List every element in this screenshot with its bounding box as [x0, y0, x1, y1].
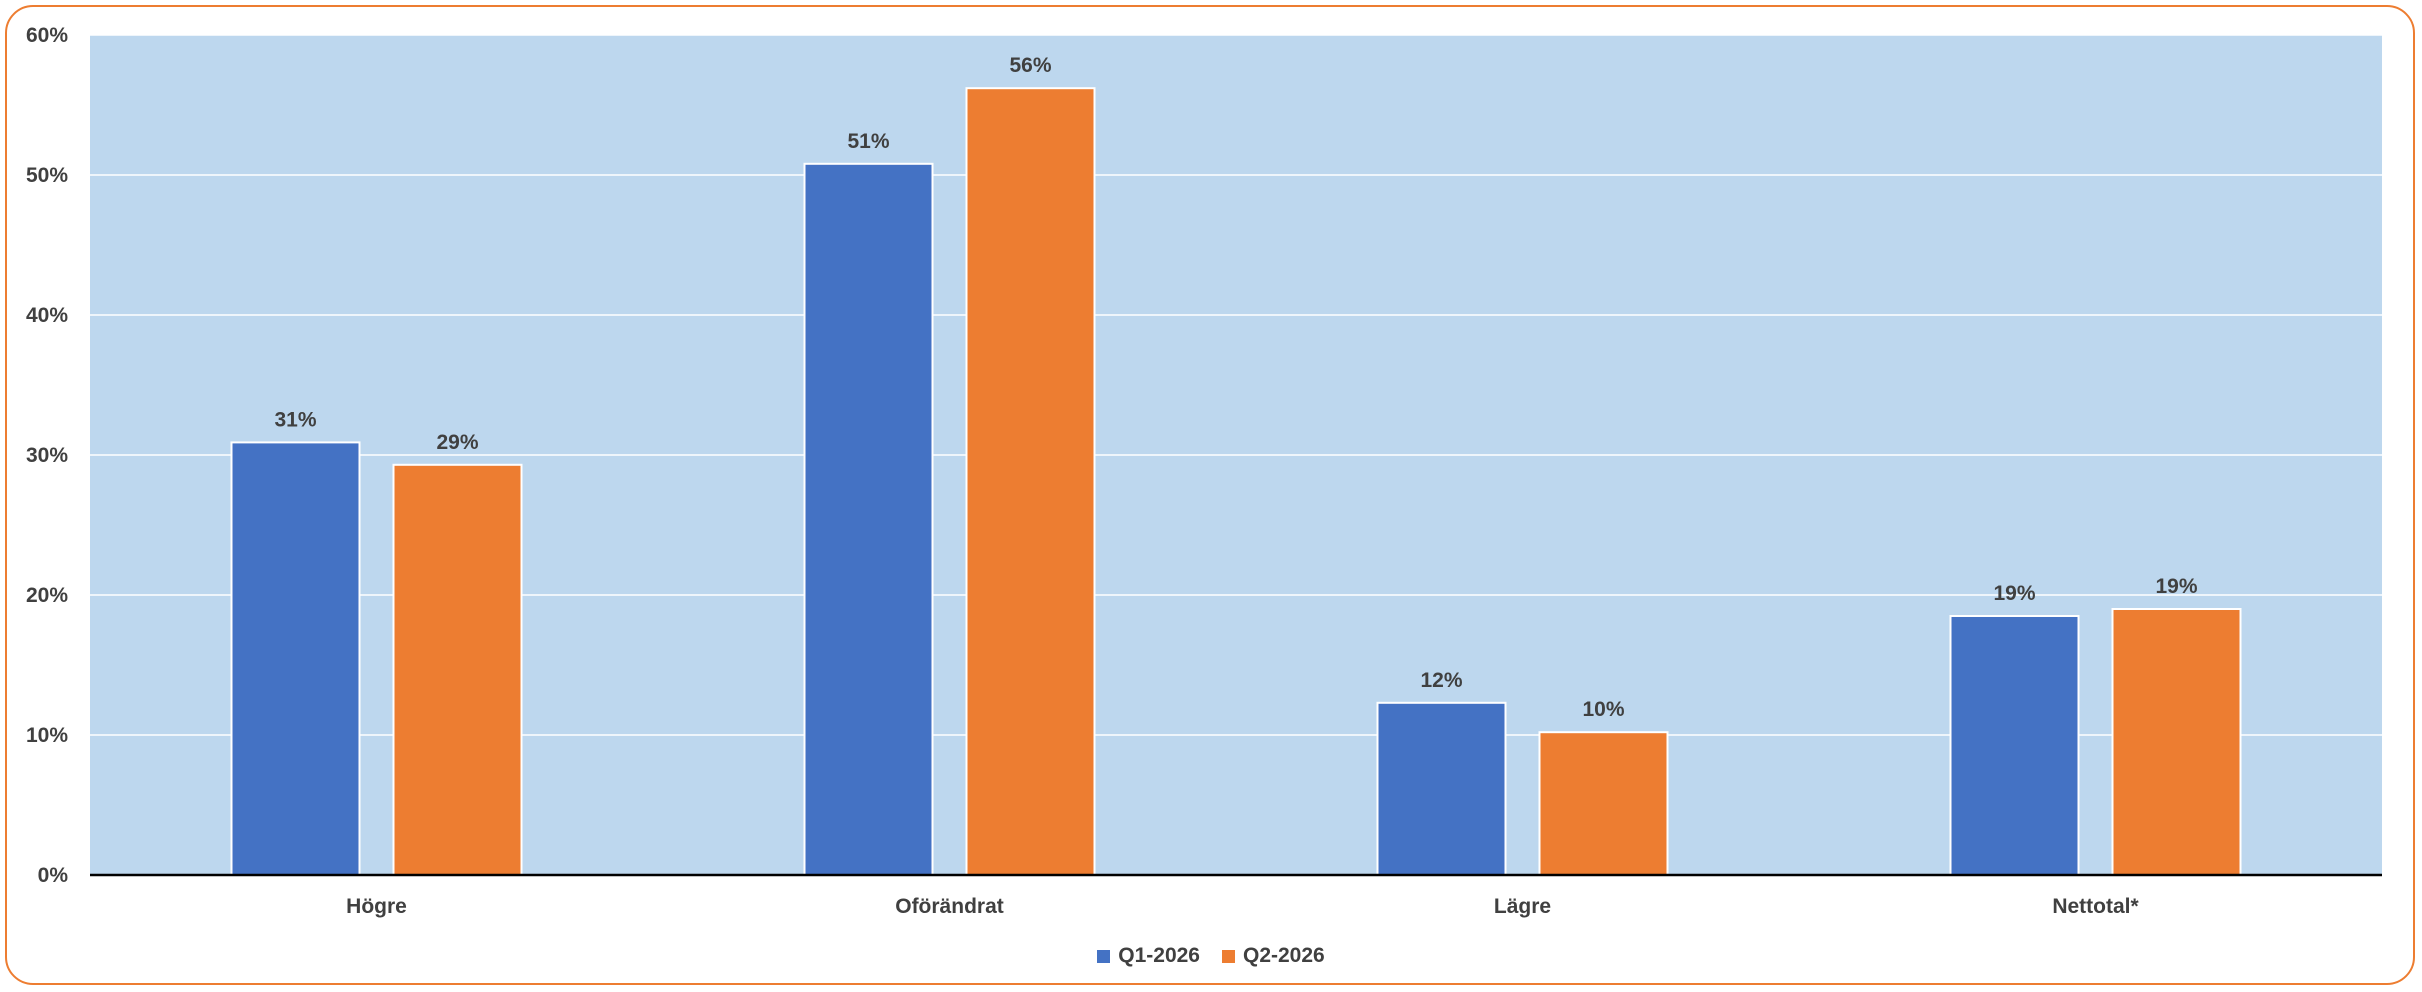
y-tick-label: 30% [26, 444, 68, 467]
y-tick-label: 40% [26, 304, 68, 327]
legend-swatch-q2 [1222, 949, 1235, 963]
y-tick-label: 50% [26, 164, 68, 187]
data-label: 19% [1993, 582, 2035, 605]
axes: 0% 10% 20% 30% 40% 50% 60% Högre Oförändrat Lägre… [26, 24, 2382, 918]
data-label: 12% [1420, 669, 1462, 692]
y-tick-label: 60% [26, 24, 68, 47]
bar-q2 [2111, 608, 2242, 876]
bar-q1 [1376, 701, 1507, 876]
data-label: 19% [2155, 575, 2197, 598]
x-tick-label: Nettotal* [2052, 895, 2139, 918]
legend: Q1-2026 Q2-2026 [0, 944, 2422, 968]
legend-swatch-q1 [1097, 949, 1111, 963]
x-tick-label: Högre [346, 895, 407, 918]
data-label: 51% [847, 130, 889, 153]
y-tick-label: 10% [26, 724, 68, 747]
bar-q1 [230, 441, 361, 876]
legend-item-q1: Q1-2026 [1097, 944, 1200, 968]
bar-q2 [1538, 731, 1669, 877]
data-label: 29% [436, 431, 478, 454]
y-tick-label: 0% [38, 864, 69, 887]
x-tick-label: Oförändrat [895, 895, 1004, 918]
x-tick-label: Lägre [1494, 895, 1551, 918]
bars [230, 87, 2242, 877]
data-label: 56% [1009, 54, 1051, 77]
bar-q2 [392, 463, 523, 876]
legend-label-q2: Q2-2026 [1243, 944, 1325, 967]
legend-label-q1: Q1-2026 [1118, 944, 1200, 967]
data-labels: 31% 29% 51% 56% 12% 10% 19% 19% [274, 54, 2197, 721]
bar-q1 [803, 162, 934, 877]
data-label: 31% [274, 408, 316, 431]
y-tick-label: 20% [26, 584, 68, 607]
data-label: 10% [1582, 698, 1624, 721]
bar-q2 [965, 87, 1096, 876]
bar-q1 [1949, 615, 2080, 876]
legend-item-q2: Q2-2026 [1222, 944, 1325, 968]
